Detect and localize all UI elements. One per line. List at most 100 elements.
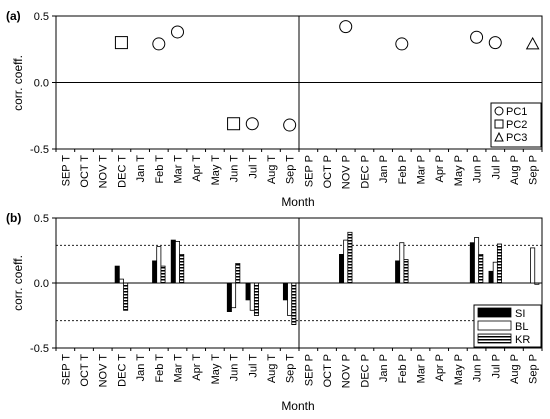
x-tick-label: Aug P <box>509 354 521 384</box>
bar-bl <box>231 282 237 309</box>
x-tick-label: OCT P <box>322 354 334 387</box>
bar-bl <box>399 242 405 284</box>
x-tick-label: Feb T <box>154 155 166 184</box>
x-tick-label: Aug P <box>509 155 521 185</box>
x-tick-label: Jun P <box>472 155 484 183</box>
x-tick-label: OCT T <box>79 354 91 387</box>
bar-bl <box>249 282 255 311</box>
bar-si <box>114 265 120 284</box>
y-tick-label: -0.5 <box>30 343 49 355</box>
x-tick-label: Apr P <box>434 155 446 183</box>
bar-bl <box>492 261 498 284</box>
panel-a-legend-box <box>490 102 542 148</box>
bar-bl <box>343 239 349 284</box>
panel-a-y-axis-label: corr. coeff. <box>11 55 25 111</box>
panel-a-label: (a) <box>6 9 21 23</box>
x-tick-label: SEP P <box>303 155 315 187</box>
point-pc2 <box>227 117 241 131</box>
bar-si <box>282 282 288 301</box>
y-tick-label: -0.5 <box>30 144 49 156</box>
x-tick-label: May T <box>210 354 222 385</box>
bar-kr <box>235 263 241 284</box>
legend-label-si: SI <box>515 308 525 320</box>
legend-marker-pc3 <box>494 131 504 142</box>
x-tick-label: OCT P <box>322 155 334 188</box>
legend-label-kr: KR <box>515 334 530 346</box>
x-tick-label: May P <box>453 155 465 186</box>
x-tick-label: DEC T <box>116 354 128 387</box>
bar-si <box>395 260 401 284</box>
legend-swatch-bl <box>477 320 512 331</box>
point-pc1 <box>283 118 297 132</box>
x-tick-label: Mar T <box>173 354 185 383</box>
bar-kr <box>347 231 353 284</box>
panel-b-x-ticks: SEP T OCT T NOV T DEC T Jan T Feb T Mar T Apr T… <box>55 348 543 388</box>
y-tick-label: 0.0 <box>34 278 49 290</box>
bar-bl <box>174 240 180 284</box>
bar-si <box>226 282 232 313</box>
panel-a-points <box>114 20 540 132</box>
point-pc1 <box>488 36 502 50</box>
panel-a-x-axis-label: Month <box>281 195 314 209</box>
x-tick-label: Jul T <box>247 354 259 378</box>
bar-kr <box>179 253 185 284</box>
panel-b-label: (b) <box>6 211 21 225</box>
point-pc2 <box>114 36 128 50</box>
x-tick-label: Sep P <box>528 354 540 384</box>
bar-bl <box>156 246 162 284</box>
x-tick-label: Jan P <box>378 155 390 183</box>
x-tick-label: SEP T <box>60 354 72 386</box>
point-pc1 <box>171 25 184 39</box>
x-tick-label: Apr T <box>191 354 203 381</box>
point-pc1 <box>152 37 166 51</box>
x-tick-label: Jan P <box>378 354 390 382</box>
x-tick-label: SEP P <box>303 354 315 386</box>
x-tick-label: DEC P <box>359 155 371 189</box>
panel-a-y-ticks: 0.5 0.0 -0.5 <box>30 11 56 156</box>
point-pc1 <box>339 20 353 34</box>
y-tick-label: 0.5 <box>34 11 49 23</box>
x-tick-label: Mar P <box>416 354 428 383</box>
legend-label-pc2: PC2 <box>506 119 527 131</box>
x-tick-label: Apr P <box>434 354 446 382</box>
legend-marker-pc1 <box>494 106 504 116</box>
bar-bl <box>474 237 480 284</box>
bar-si <box>339 253 345 284</box>
x-tick-label: Sep T <box>285 155 297 184</box>
legend-marker-pc2 <box>494 119 504 129</box>
panel-b-bars <box>114 231 540 325</box>
x-tick-label: SEP T <box>60 155 72 187</box>
x-tick-label: Aug T <box>266 354 278 383</box>
x-tick-label: OCT T <box>79 155 91 188</box>
bar-kr <box>534 282 540 285</box>
legend-label-pc1: PC1 <box>506 106 527 118</box>
panel-b-x-axis-label: Month <box>281 399 314 413</box>
x-tick-label: Jan T <box>135 155 147 183</box>
x-tick-label: Feb P <box>397 354 409 383</box>
bar-kr <box>291 282 297 325</box>
bar-kr <box>496 243 502 284</box>
x-tick-label: Feb P <box>397 155 409 184</box>
bar-kr <box>123 282 129 311</box>
x-tick-label: Sep P <box>528 155 540 185</box>
x-tick-label: Jul T <box>247 155 259 179</box>
panel-b-reference-lines <box>56 244 542 322</box>
bar-bl <box>118 278 124 284</box>
y-tick-label: 0.5 <box>34 213 49 225</box>
bar-si <box>170 239 176 284</box>
x-tick-label: NOV T <box>98 155 110 189</box>
x-tick-label: NOV T <box>98 354 110 388</box>
x-tick-label: DEC P <box>359 354 371 388</box>
x-tick-label: May T <box>210 155 222 186</box>
legend-swatch-kr <box>477 333 512 344</box>
point-pc1 <box>470 30 484 44</box>
bar-si <box>245 282 251 301</box>
point-pc3 <box>525 36 540 50</box>
legend-label-bl: BL <box>515 321 528 333</box>
x-tick-label: Apr T <box>191 155 203 182</box>
x-tick-label: Jan T <box>135 354 147 382</box>
x-tick-label: Jul P <box>490 155 502 179</box>
